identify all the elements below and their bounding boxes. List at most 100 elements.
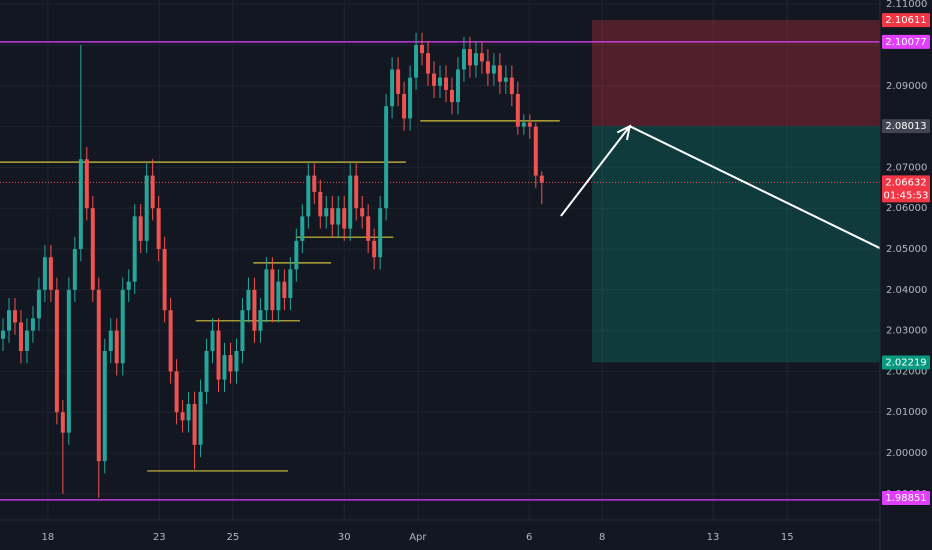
candle-body — [132, 216, 137, 282]
candle-body — [282, 281, 287, 298]
candle-body — [396, 69, 401, 94]
candle-body — [330, 208, 335, 225]
candle-body — [438, 77, 443, 86]
candle-body — [108, 330, 113, 352]
candle-body — [90, 208, 95, 290]
candle-body — [461, 49, 466, 70]
candle-body — [491, 65, 496, 74]
candle-body — [420, 45, 425, 54]
candle-body — [294, 240, 299, 270]
price-badge-label: 2.02219 — [885, 357, 926, 368]
candle-body — [30, 318, 35, 331]
candle-body — [449, 89, 454, 103]
candle-body — [120, 289, 125, 364]
candle-body — [521, 122, 526, 127]
x-tick-label: 15 — [781, 532, 794, 543]
candle-body — [515, 93, 520, 127]
candle-body — [72, 249, 77, 290]
candle-body — [533, 126, 538, 176]
candle-body — [408, 77, 413, 119]
price-badge — [882, 34, 930, 49]
candle-body — [270, 269, 275, 311]
candle-body — [36, 289, 41, 319]
candle-body — [168, 310, 173, 372]
candle-body — [479, 53, 484, 62]
x-tick-label: 6 — [526, 532, 532, 543]
candle-body — [66, 289, 71, 433]
candle-body — [300, 216, 305, 241]
x-tick-label: Apr — [409, 532, 427, 543]
target-zone — [592, 126, 880, 363]
candle-body — [443, 77, 448, 90]
candle-body — [336, 208, 341, 225]
candle-body — [234, 351, 239, 372]
candle-body — [162, 249, 167, 311]
price-badge-label: 2.10611 — [885, 15, 926, 26]
candle-body — [246, 289, 251, 311]
price-badge-label: 2.10077 — [885, 37, 926, 48]
candle-body — [402, 93, 407, 119]
candle-body — [156, 208, 161, 250]
candle-body — [342, 208, 347, 229]
time-axis — [0, 520, 880, 550]
candle-body — [426, 53, 431, 74]
price-badge-label: 1.98851 — [885, 493, 926, 504]
y-tick-label: 2.04000 — [886, 285, 927, 296]
candle-body — [150, 175, 155, 209]
x-tick-label: 18 — [42, 532, 55, 543]
candle-body — [348, 175, 353, 229]
countdown-label: 01:45:53 — [884, 190, 929, 201]
y-tick-label: 2.02000 — [886, 366, 927, 377]
candle-body — [1, 330, 5, 339]
candle-body — [216, 330, 221, 380]
arrow-line — [629, 125, 881, 250]
y-tick-label: 2.01000 — [886, 407, 927, 418]
candle-body — [96, 289, 101, 462]
candle-body — [288, 269, 293, 298]
candle-body — [378, 208, 383, 258]
candle-body — [174, 371, 179, 413]
candle-body — [114, 330, 119, 364]
candle-body — [306, 175, 311, 217]
price-axis — [880, 0, 932, 550]
price-badge-label: 2.08013 — [885, 121, 926, 132]
y-tick-label: 2.07000 — [886, 162, 927, 173]
x-tick-label: 13 — [707, 532, 720, 543]
candle-body — [324, 208, 329, 217]
y-tick-label: 2.09000 — [886, 81, 927, 92]
price-badge — [882, 119, 930, 134]
candle-body — [258, 310, 263, 331]
candle-body — [473, 53, 478, 66]
candle-body — [503, 77, 508, 82]
candle-body — [78, 159, 83, 250]
candle-body — [414, 45, 419, 78]
candle-body — [18, 322, 23, 352]
candle-body — [366, 216, 371, 241]
price-badge — [882, 175, 930, 203]
candle-body — [180, 412, 185, 421]
candle-body — [455, 69, 460, 103]
candle-body — [228, 355, 233, 372]
candle-body — [497, 65, 502, 82]
candle-body — [42, 257, 47, 290]
candle-body — [372, 240, 377, 258]
candle-body — [198, 391, 203, 445]
candle-body — [384, 106, 389, 209]
candle-body — [222, 355, 227, 380]
x-tick-label: 25 — [227, 532, 240, 543]
candle-body — [102, 351, 107, 462]
price-badge — [882, 491, 930, 505]
candle-body — [126, 281, 131, 290]
y-tick-label: 2.05000 — [886, 244, 927, 255]
candle-body — [432, 73, 437, 86]
candle-body — [144, 175, 149, 241]
x-tick-label: 30 — [338, 532, 351, 543]
candle-body — [485, 61, 490, 74]
candle-body — [60, 412, 65, 433]
candle-body — [527, 122, 532, 127]
candle-body — [390, 69, 395, 107]
candle-body — [312, 175, 317, 192]
arrow-line — [560, 125, 631, 217]
candle-body — [252, 289, 257, 331]
